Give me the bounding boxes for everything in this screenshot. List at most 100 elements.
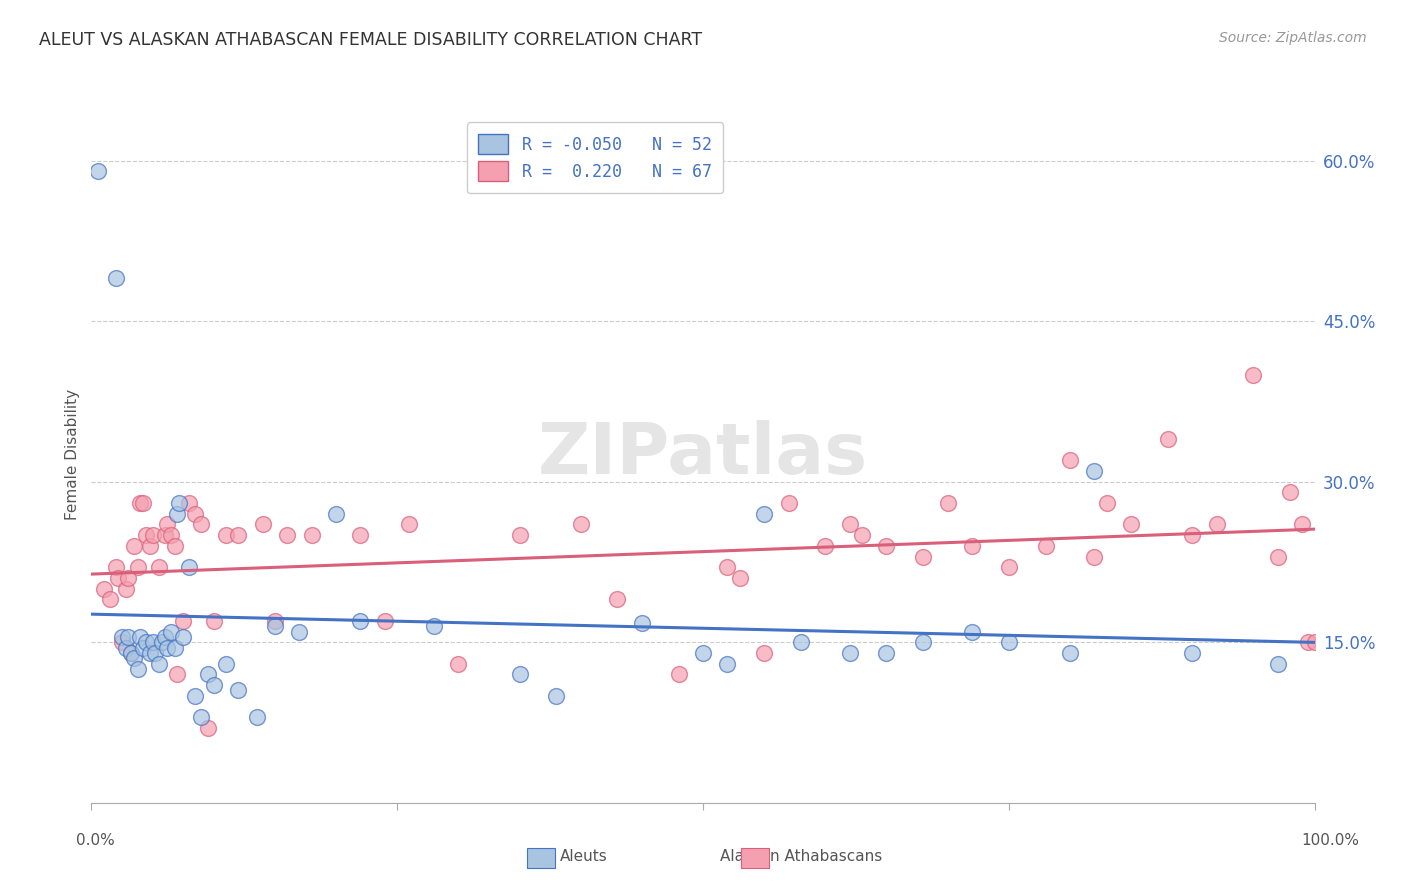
- Text: Source: ZipAtlas.com: Source: ZipAtlas.com: [1219, 31, 1367, 45]
- Point: [114, 640, 136, 655]
- Point: [1267, 657, 1289, 671]
- Point: [166, 667, 188, 681]
- Point: [190, 517, 212, 532]
- Point: [754, 646, 776, 660]
- Point: [153, 630, 176, 644]
- Point: [179, 496, 201, 510]
- Point: [1059, 646, 1081, 660]
- Y-axis label: Female Disability: Female Disability: [65, 389, 80, 521]
- Point: [215, 657, 238, 671]
- Point: [398, 517, 420, 532]
- Point: [374, 614, 396, 628]
- Point: [202, 678, 225, 692]
- Point: [122, 651, 145, 665]
- Point: [276, 528, 298, 542]
- Point: [141, 528, 163, 542]
- Point: [1121, 517, 1143, 532]
- Point: [1298, 635, 1320, 649]
- Point: [325, 507, 347, 521]
- Point: [606, 592, 628, 607]
- Text: Alaskan Athabascans: Alaskan Athabascans: [720, 849, 883, 863]
- Point: [156, 640, 179, 655]
- Text: 0.0%: 0.0%: [76, 833, 115, 847]
- Point: [1035, 539, 1057, 553]
- Point: [163, 640, 186, 655]
- Point: [998, 560, 1021, 574]
- Point: [104, 560, 127, 574]
- Point: [1267, 549, 1289, 564]
- Point: [156, 517, 179, 532]
- Point: [148, 560, 170, 574]
- Point: [301, 528, 323, 542]
- Point: [139, 646, 162, 660]
- Point: [117, 571, 139, 585]
- Point: [160, 624, 183, 639]
- Point: [163, 539, 186, 553]
- Text: ZIPatlas: ZIPatlas: [538, 420, 868, 490]
- Point: [226, 528, 249, 542]
- Point: [1205, 517, 1227, 532]
- Point: [86, 164, 108, 178]
- Point: [838, 517, 860, 532]
- Point: [172, 614, 194, 628]
- Point: [129, 496, 152, 510]
- Point: [129, 630, 152, 644]
- Point: [252, 517, 274, 532]
- Point: [132, 640, 155, 655]
- Point: [851, 528, 873, 542]
- Point: [692, 646, 714, 660]
- Point: [288, 624, 311, 639]
- Point: [202, 614, 225, 628]
- Point: [912, 635, 935, 649]
- Point: [184, 689, 207, 703]
- Point: [936, 496, 959, 510]
- Text: Aleuts: Aleuts: [560, 849, 607, 863]
- Point: [114, 582, 136, 596]
- Point: [104, 271, 127, 285]
- Point: [1157, 432, 1180, 446]
- Point: [107, 571, 129, 585]
- Point: [150, 635, 173, 649]
- Point: [728, 571, 751, 585]
- Point: [172, 630, 194, 644]
- Point: [349, 614, 371, 628]
- Point: [135, 528, 157, 542]
- Point: [1279, 485, 1302, 500]
- Point: [166, 507, 188, 521]
- Point: [998, 635, 1021, 649]
- Point: [111, 635, 134, 649]
- Point: [716, 560, 738, 574]
- Point: [790, 635, 813, 649]
- Point: [153, 528, 176, 542]
- Point: [111, 630, 134, 644]
- Point: [1095, 496, 1118, 510]
- Point: [1059, 453, 1081, 467]
- Text: 100.0%: 100.0%: [1301, 833, 1360, 847]
- Point: [875, 539, 898, 553]
- Point: [127, 560, 149, 574]
- Point: [190, 710, 212, 724]
- Point: [509, 528, 531, 542]
- Point: [546, 689, 568, 703]
- Point: [423, 619, 446, 633]
- Point: [141, 635, 163, 649]
- Point: [179, 560, 201, 574]
- Point: [509, 667, 531, 681]
- Point: [120, 646, 142, 660]
- Point: [814, 539, 837, 553]
- Point: [1291, 517, 1313, 532]
- Point: [1181, 646, 1204, 660]
- Point: [148, 657, 170, 671]
- Point: [447, 657, 470, 671]
- Point: [1243, 368, 1265, 382]
- Point: [169, 496, 191, 510]
- Point: [93, 582, 115, 596]
- Point: [875, 646, 898, 660]
- Point: [960, 624, 983, 639]
- Point: [122, 539, 145, 553]
- Point: [98, 592, 121, 607]
- Point: [117, 630, 139, 644]
- Point: [349, 528, 371, 542]
- Text: ALEUT VS ALASKAN ATHABASCAN FEMALE DISABILITY CORRELATION CHART: ALEUT VS ALASKAN ATHABASCAN FEMALE DISAB…: [39, 31, 703, 49]
- Point: [754, 507, 776, 521]
